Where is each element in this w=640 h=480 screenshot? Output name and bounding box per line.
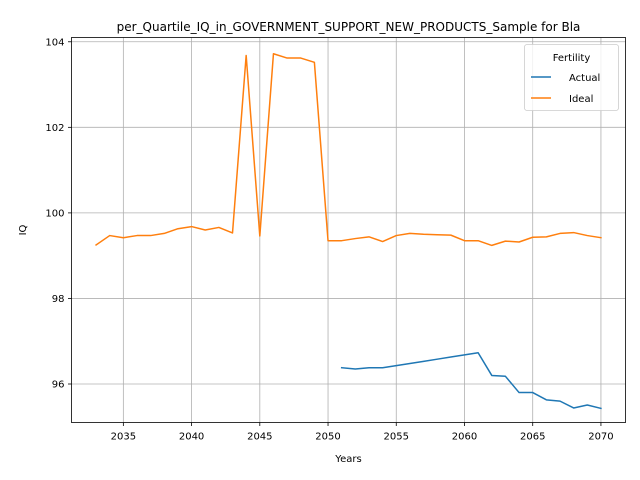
legend-box bbox=[524, 44, 619, 111]
chart-title: per_Quartile_IQ_in_GOVERNMENT_SUPPORT_NE… bbox=[117, 20, 581, 34]
grid bbox=[71, 37, 626, 423]
y-axis-label: IQ bbox=[18, 224, 29, 235]
legend-title: Fertility bbox=[553, 53, 591, 64]
series-lines bbox=[95, 53, 602, 410]
axis-ticks: 2035 2040 2045 2050 2055 2060 2065 2070 96 98 100 1… bbox=[45, 37, 613, 442]
x-axis-label: Years bbox=[334, 454, 361, 465]
x-tick-label: 2055 bbox=[384, 432, 409, 443]
y-tick-label: 100 bbox=[45, 208, 64, 219]
x-tick-label: 2065 bbox=[520, 432, 545, 443]
legend-label-actual: Actual bbox=[569, 73, 600, 84]
series-line-actual bbox=[340, 352, 602, 410]
y-tick-label: 104 bbox=[45, 37, 64, 48]
legend: Fertility Actual Ideal bbox=[524, 44, 619, 111]
x-tick-label: 2050 bbox=[315, 432, 340, 443]
series-line-ideal bbox=[95, 53, 602, 247]
legend-label-ideal: Ideal bbox=[569, 94, 593, 105]
y-tick-label: 96 bbox=[52, 380, 65, 391]
x-tick-label: 2060 bbox=[452, 432, 477, 443]
x-tick-label: 2045 bbox=[247, 432, 272, 443]
x-tick-label: 2040 bbox=[179, 432, 204, 443]
y-tick-label: 102 bbox=[45, 123, 64, 134]
plot-area-frame bbox=[71, 37, 626, 423]
x-tick-label: 2035 bbox=[111, 432, 136, 443]
x-tick-label: 2070 bbox=[588, 432, 613, 443]
y-tick-label: 98 bbox=[52, 294, 65, 305]
